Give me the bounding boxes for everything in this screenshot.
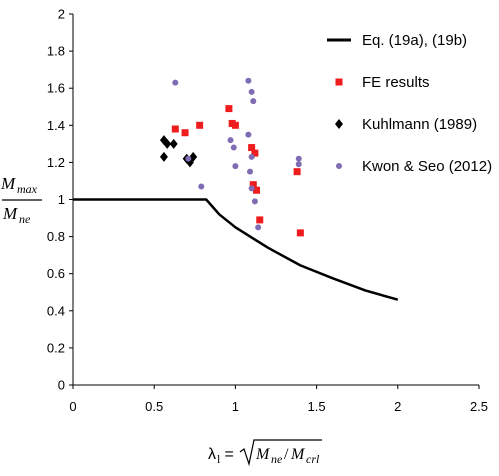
axes bbox=[69, 13, 480, 389]
legend: Eq. (19a), (19b) FE results Kuhlmann (1989… bbox=[327, 32, 492, 175]
y-tick-label: 1 bbox=[58, 192, 65, 207]
kuhlmann-point bbox=[169, 138, 178, 149]
kwon-seo-point bbox=[198, 183, 205, 190]
x-tick-label: 1.5 bbox=[308, 399, 326, 414]
kwon-seo-point bbox=[255, 224, 262, 231]
eq-19-line bbox=[73, 198, 399, 301]
legend-item: Kwon & Seo (2012) bbox=[336, 158, 492, 175]
y-tick-label: 0 bbox=[58, 378, 65, 393]
kuhlmann-point bbox=[163, 138, 172, 149]
x-label-den-sub: crl bbox=[306, 452, 320, 466]
y-tick-label: 1.8 bbox=[47, 44, 65, 59]
fe-result-point bbox=[296, 229, 304, 237]
x-label-lambda-sub: l bbox=[217, 452, 221, 466]
y-tick-label: 1.4 bbox=[47, 118, 65, 133]
x-tick-label: 0.5 bbox=[145, 399, 163, 414]
legend-label: Kwon & Seo (2012) bbox=[362, 158, 492, 175]
kwon-seo-point bbox=[295, 161, 302, 168]
y-label-denominator-sub: ne bbox=[19, 212, 31, 226]
kwon-seo-point bbox=[250, 98, 257, 105]
fe-result-point bbox=[248, 144, 256, 152]
fe-result-point bbox=[171, 125, 179, 133]
fe-result-point bbox=[253, 186, 261, 194]
x-label-lambda: λ bbox=[208, 446, 216, 463]
plot-area bbox=[73, 77, 399, 301]
legend-label: FE results bbox=[362, 74, 430, 91]
legend-label: Kuhlmann (1989) bbox=[362, 116, 477, 133]
x-label-den: M bbox=[290, 446, 306, 463]
fe-result-point bbox=[231, 121, 239, 129]
x-label-num-sub: ne bbox=[271, 452, 283, 466]
x-label-slash: / bbox=[284, 446, 289, 463]
legend-marker-swatch bbox=[335, 119, 343, 129]
kwon-seo-point bbox=[172, 79, 179, 86]
kwon-seo-point bbox=[247, 168, 254, 175]
y-label-denominator: M bbox=[2, 204, 18, 223]
x-tick-label: 0 bbox=[69, 399, 76, 414]
kwon-seo-point bbox=[230, 144, 237, 151]
y-tick-label: 0.4 bbox=[47, 303, 65, 318]
legend-item: Eq. (19a), (19b) bbox=[327, 32, 467, 49]
x-axis-label: λ l = M ne / M crl bbox=[208, 439, 322, 467]
y-tick-label: 0.8 bbox=[47, 229, 65, 244]
fe-result-point bbox=[196, 121, 204, 129]
kwon-seo-point bbox=[227, 137, 234, 144]
y-axis-label: M max M ne bbox=[0, 174, 42, 226]
kwon-seo-point bbox=[245, 131, 252, 138]
legend-item: FE results bbox=[335, 74, 430, 91]
kwon-seo-point bbox=[232, 163, 239, 170]
kwon-seo-point bbox=[248, 153, 255, 160]
kwon-seo-point bbox=[248, 88, 255, 95]
kuhlmann-point bbox=[159, 151, 168, 162]
y-tick-label: 0.6 bbox=[47, 266, 65, 281]
tick-labels: 0 0.2 0.4 0.6 0.8 1 1.2 1.4 1.6 1.8 2 0 0.5 1 1.5 2 2.5 bbox=[47, 7, 488, 415]
sqrt-symbol bbox=[239, 439, 322, 467]
fe-result-point bbox=[181, 129, 189, 137]
y-label-numerator: M bbox=[0, 174, 16, 193]
fe-result-point bbox=[293, 168, 301, 176]
y-tick-label: 2 bbox=[58, 7, 65, 22]
kwon-seo-point bbox=[251, 198, 258, 205]
kwon-seo-point bbox=[248, 185, 255, 192]
fe-result-point bbox=[251, 149, 259, 157]
y-tick-label: 1.2 bbox=[47, 155, 65, 170]
x-tick-label: 2.5 bbox=[470, 399, 488, 414]
y-tick-label: 0.2 bbox=[47, 340, 65, 355]
x-label-equals: = bbox=[220, 446, 238, 463]
kwon-seo-point bbox=[295, 155, 302, 162]
x-tick-label: 1 bbox=[232, 399, 239, 414]
kwon-seo-point bbox=[245, 77, 252, 84]
y-label-numerator-sub: max bbox=[17, 182, 38, 196]
legend-label: Eq. (19a), (19b) bbox=[362, 32, 467, 49]
fe-result-point bbox=[256, 216, 264, 224]
fe-result-point bbox=[249, 181, 257, 189]
x-tick-label: 2 bbox=[394, 399, 401, 414]
legend-marker-swatch bbox=[335, 78, 343, 86]
x-label-num: M bbox=[255, 446, 271, 463]
fe-result-point bbox=[225, 105, 233, 113]
y-tick-label: 1.6 bbox=[47, 81, 65, 96]
legend-marker-swatch bbox=[336, 163, 342, 169]
legend-item: Kuhlmann (1989) bbox=[335, 116, 477, 133]
kwon-seo-point bbox=[185, 155, 192, 162]
